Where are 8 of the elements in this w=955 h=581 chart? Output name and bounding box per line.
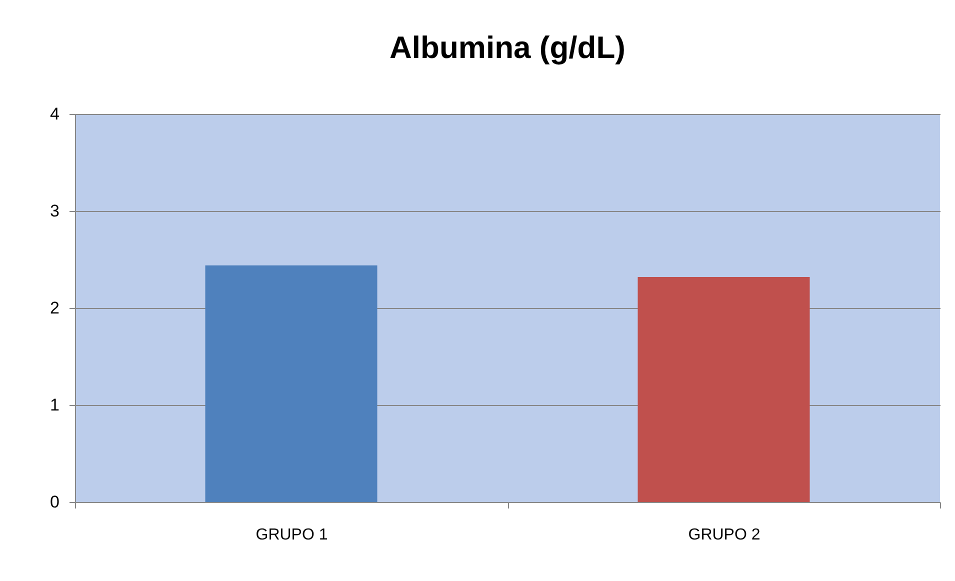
y-tick-label: 2 [50, 298, 60, 318]
y-tick-label: 0 [50, 492, 60, 512]
x-tick-label: GRUPO 2 [688, 526, 760, 544]
y-tick-label: 3 [50, 202, 60, 220]
y-tick-label: 4 [50, 104, 60, 124]
y-tick-label: 1 [50, 396, 60, 414]
chart-title: Albumina (g/dL) [390, 30, 626, 65]
x-tick-label: GRUPO 1 [256, 526, 328, 544]
